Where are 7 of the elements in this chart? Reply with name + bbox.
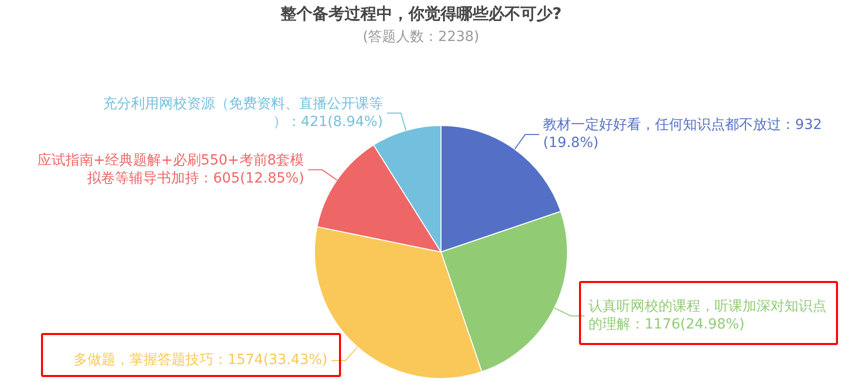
chart-subtitle: (答题人数：2238) [362, 28, 480, 46]
chart-title: 整个备考过程中，你觉得哪些必不可少? [279, 4, 563, 25]
slice-label: 认真听网校的课程，听课加深对知识点的理解：1176(24.98%) [588, 298, 827, 332]
slice-label: 充分利用网校资源（免费资料、直播公开课等）：421(8.94%) [102, 96, 383, 130]
slice-label: 应试指南+经典题解+必刷550+考前8套模拟卷等辅导书加持：605(12.85%) [37, 152, 304, 186]
slice-label: 教材一定好好看，任何知识点都不放过：932(19.8%) [543, 117, 822, 152]
slice-label: 多做题，掌握答题技巧：1574(33.43%) [74, 352, 328, 368]
